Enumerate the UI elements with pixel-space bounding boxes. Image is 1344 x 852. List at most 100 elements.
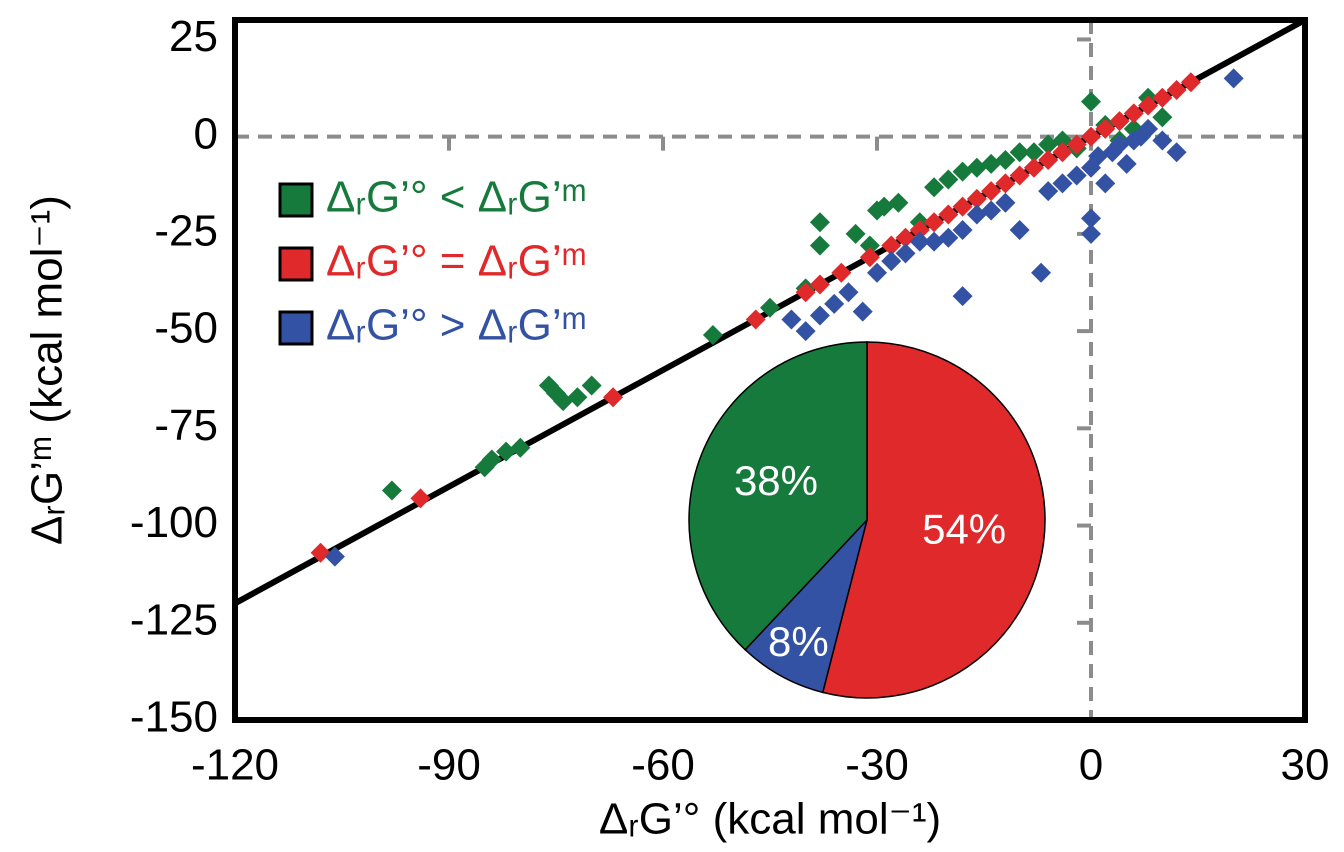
- point: [1081, 208, 1101, 229]
- point: [1023, 157, 1044, 178]
- point: [938, 204, 959, 225]
- point: [981, 181, 1002, 202]
- point: [1038, 181, 1059, 202]
- point: [809, 305, 830, 326]
- point: [1152, 130, 1173, 151]
- plot-frame: [232, 17, 1308, 723]
- point: [510, 437, 531, 458]
- x-tick-label: 0: [1079, 741, 1103, 790]
- point: [1223, 68, 1244, 89]
- point: [381, 480, 402, 501]
- point: [938, 227, 959, 248]
- point: [1009, 165, 1030, 186]
- point: [924, 177, 945, 198]
- point: [1009, 220, 1030, 240]
- point: [995, 173, 1016, 194]
- point: [481, 449, 502, 470]
- point: [809, 235, 830, 256]
- point: [952, 161, 973, 182]
- point: [881, 251, 902, 272]
- point: [952, 196, 973, 217]
- point: [1138, 95, 1159, 116]
- legend-swatch: [278, 182, 314, 218]
- pie-slice: [744, 519, 868, 694]
- x-tick-label: -120: [191, 741, 279, 790]
- point: [859, 235, 880, 256]
- point: [1038, 150, 1059, 170]
- point: [1038, 134, 1059, 155]
- point: [567, 387, 588, 408]
- point: [838, 282, 859, 303]
- y-tick-label: -50: [154, 304, 218, 353]
- pie-label: 8%: [768, 618, 829, 665]
- point: [909, 220, 930, 240]
- point: [981, 153, 1002, 174]
- point: [952, 286, 973, 307]
- pie-slice: [688, 341, 868, 651]
- y-tick-label: -75: [154, 401, 218, 450]
- point: [966, 188, 987, 209]
- point: [824, 293, 845, 314]
- legend-swatch: [278, 246, 314, 282]
- point: [745, 309, 766, 330]
- legend-label: ΔᵣG’° = ΔᵣG’ᵐ: [326, 237, 587, 286]
- point: [581, 375, 602, 396]
- point: [1180, 72, 1201, 93]
- point: [1088, 146, 1109, 167]
- point: [924, 212, 945, 233]
- point: [1031, 262, 1052, 283]
- legend-label: ΔᵣG’° < ΔᵣG’ᵐ: [326, 173, 587, 222]
- point: [831, 262, 852, 283]
- y-tick-label: -100: [130, 498, 218, 547]
- point: [852, 301, 873, 322]
- point: [888, 192, 909, 213]
- point: [1081, 223, 1101, 244]
- point: [1095, 173, 1116, 194]
- point: [809, 212, 830, 233]
- point: [781, 309, 802, 330]
- point: [895, 227, 916, 248]
- point: [859, 247, 880, 268]
- legend-swatch: [278, 310, 314, 346]
- point: [924, 231, 945, 252]
- point: [1052, 130, 1073, 151]
- x-axis-label: ΔᵣG’° (kcal mol⁻¹): [599, 795, 941, 844]
- pie-label: 54%: [922, 505, 1006, 552]
- point: [795, 282, 816, 303]
- point: [874, 196, 895, 217]
- point: [1023, 142, 1044, 163]
- x-tick-label: -90: [417, 741, 481, 790]
- point: [809, 274, 830, 295]
- point: [895, 243, 916, 264]
- point: [760, 297, 780, 318]
- point: [795, 321, 816, 342]
- point: [496, 441, 517, 462]
- point: [1095, 118, 1116, 139]
- point: [981, 200, 1002, 221]
- point: [1138, 118, 1159, 139]
- y-tick-label: 25: [169, 12, 218, 61]
- point: [1109, 134, 1130, 155]
- point: [1052, 173, 1073, 194]
- y-tick-label: -25: [154, 207, 218, 256]
- point: [867, 262, 887, 283]
- point: [1166, 80, 1187, 100]
- point: [1052, 142, 1073, 163]
- point: [1109, 111, 1130, 132]
- point: [1081, 126, 1101, 147]
- point: [881, 235, 902, 256]
- point: [1081, 91, 1101, 112]
- point: [845, 223, 866, 244]
- point: [1066, 134, 1087, 155]
- point: [603, 387, 624, 408]
- point: [410, 488, 431, 509]
- point: [995, 192, 1016, 213]
- point: [909, 231, 930, 252]
- point: [1123, 103, 1144, 124]
- y-tick-label: -125: [130, 595, 218, 644]
- point: [966, 157, 987, 178]
- pie-slice: [821, 341, 1046, 699]
- point: [553, 391, 574, 412]
- x-tick-label: 30: [1281, 741, 1330, 790]
